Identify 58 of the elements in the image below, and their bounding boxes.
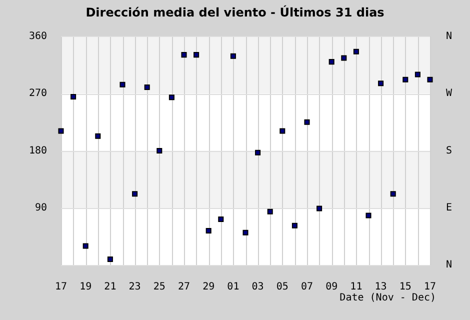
point bbox=[390, 191, 396, 197]
point bbox=[144, 84, 150, 90]
x-tick-label: 11 bbox=[350, 282, 362, 293]
category-label: W bbox=[446, 88, 452, 100]
x-tick-label: 13 bbox=[374, 282, 387, 293]
x-tick-label: 01 bbox=[227, 282, 240, 293]
x-tick-label: 17 bbox=[54, 282, 68, 293]
point bbox=[230, 53, 236, 59]
point bbox=[378, 80, 384, 86]
x-tick-label: 19 bbox=[80, 282, 92, 293]
x-axis-title: Date (Nov - Dec) bbox=[340, 292, 436, 304]
chart-title: Dirección media del viento - Últimos 31 dias bbox=[86, 4, 384, 20]
point bbox=[70, 94, 76, 100]
x-tick-label: 17 bbox=[424, 282, 436, 293]
x-tick-label: 05 bbox=[276, 282, 288, 293]
category-label: S bbox=[446, 145, 452, 156]
x-tick-label: 03 bbox=[252, 282, 264, 293]
x-tick-label: 27 bbox=[178, 282, 190, 293]
point bbox=[280, 128, 286, 134]
x-tick-label: 09 bbox=[326, 282, 338, 293]
x-tick-label: 23 bbox=[128, 282, 141, 293]
x-tick-label: 21 bbox=[104, 282, 116, 293]
point bbox=[402, 76, 408, 82]
point bbox=[206, 228, 212, 234]
point bbox=[194, 52, 200, 58]
point bbox=[427, 76, 433, 82]
category-label: N bbox=[446, 30, 452, 42]
y-tick-label: 270 bbox=[28, 88, 47, 100]
y-tick-label: 90 bbox=[34, 202, 47, 214]
category-label: N bbox=[446, 260, 452, 271]
point bbox=[82, 243, 88, 249]
x-tick-label: 15 bbox=[399, 282, 412, 293]
point bbox=[168, 94, 174, 100]
x-tick-label: 29 bbox=[202, 282, 215, 293]
x-tick-label: 25 bbox=[153, 282, 166, 293]
point bbox=[132, 191, 138, 197]
point bbox=[414, 72, 420, 78]
point bbox=[366, 212, 372, 218]
point bbox=[255, 150, 261, 156]
point bbox=[58, 128, 64, 134]
point bbox=[107, 256, 113, 262]
y-tick-label: 360 bbox=[28, 30, 47, 42]
point bbox=[304, 119, 310, 125]
point bbox=[292, 222, 298, 228]
point bbox=[181, 52, 187, 58]
category-label: E bbox=[446, 202, 452, 214]
point bbox=[353, 48, 359, 54]
point bbox=[156, 148, 162, 154]
point bbox=[120, 82, 126, 88]
point bbox=[341, 55, 347, 61]
point bbox=[242, 230, 248, 236]
y-tick-label: 180 bbox=[28, 145, 47, 156]
x-tick-label: 07 bbox=[300, 282, 314, 293]
point bbox=[218, 216, 224, 222]
point bbox=[328, 59, 334, 65]
point bbox=[95, 133, 101, 139]
point bbox=[267, 208, 273, 214]
point bbox=[316, 206, 322, 212]
